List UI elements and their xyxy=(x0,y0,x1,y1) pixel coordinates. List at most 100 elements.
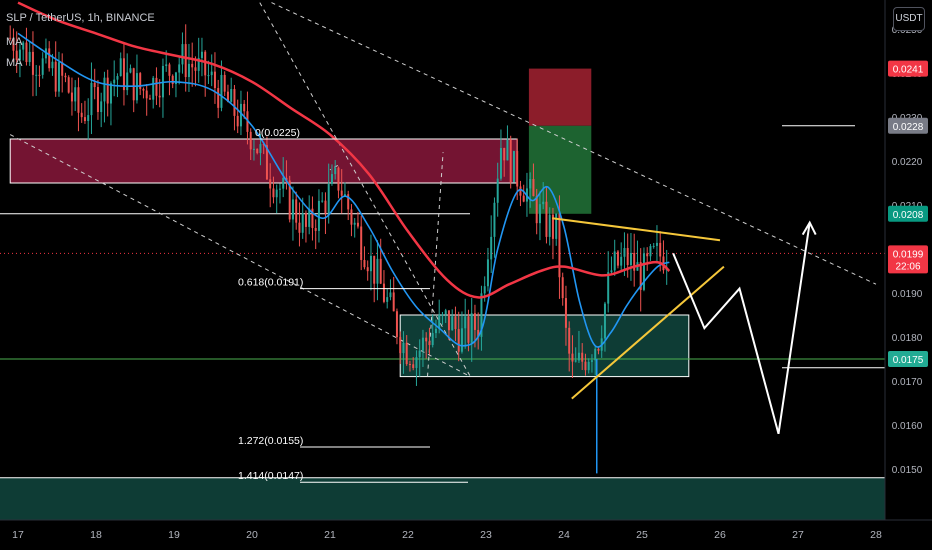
candle-body xyxy=(343,194,346,196)
price-tick-label: 0.0190 xyxy=(892,289,923,300)
price-tag-label: 0.0241 xyxy=(893,65,924,76)
candle-body xyxy=(57,62,60,92)
ma-indicator-label-2[interactable]: MA xyxy=(6,57,23,69)
candle-body xyxy=(603,303,606,339)
candle-body xyxy=(191,63,194,68)
candle-body xyxy=(490,236,493,260)
candle-body xyxy=(441,314,444,316)
candle-body xyxy=(633,252,636,271)
demand-zone xyxy=(399,314,690,378)
price-tag xyxy=(888,245,928,274)
candle-body xyxy=(626,248,629,266)
candle-body xyxy=(324,200,327,214)
triangle-lower-line xyxy=(571,265,725,400)
fib-trend-line-2 xyxy=(329,164,339,171)
time-tick-label: 21 xyxy=(324,529,336,541)
candle-body xyxy=(217,88,220,108)
candle-body xyxy=(210,71,213,76)
candle-body xyxy=(376,258,379,284)
candle-body xyxy=(532,178,535,197)
candle-body xyxy=(369,255,372,272)
currency-button[interactable]: USDT xyxy=(893,7,925,31)
candle-body xyxy=(116,76,119,80)
candle-body xyxy=(561,277,564,299)
candle-body xyxy=(200,51,203,58)
candle-body xyxy=(616,251,619,266)
candle-body xyxy=(272,188,275,198)
fib-label: 0.618(0.0191) xyxy=(238,277,303,289)
candle-body xyxy=(551,214,554,239)
candle-body xyxy=(597,348,600,351)
candle-body xyxy=(558,213,561,278)
candle-body xyxy=(25,42,28,63)
candle-body xyxy=(457,329,460,352)
candle-body xyxy=(366,267,369,272)
moving-average-1 xyxy=(17,32,670,348)
price-tag xyxy=(888,205,928,222)
candle-body xyxy=(529,178,532,189)
fib-trend-line-3 xyxy=(427,152,444,377)
candle-body xyxy=(454,316,457,330)
candle-body xyxy=(285,177,288,181)
candle-body xyxy=(629,252,632,266)
candle-body xyxy=(314,228,317,231)
price-axis[interactable]: 0.01500.01600.01700.01800.01900.02000.02… xyxy=(884,0,932,550)
price-tick-label: 0.0180 xyxy=(892,333,923,344)
candle-body xyxy=(353,222,356,225)
candle-body xyxy=(327,183,330,214)
candle-body xyxy=(243,103,246,112)
candle-body xyxy=(119,58,122,77)
candle-body xyxy=(642,253,645,290)
candle-body xyxy=(447,310,450,331)
candle-body xyxy=(74,87,77,102)
candle-body xyxy=(197,57,200,71)
candle-body xyxy=(262,144,265,146)
candle-body xyxy=(83,117,86,122)
candle-body xyxy=(122,58,125,91)
ma-indicator-label-1[interactable]: MA xyxy=(6,36,23,48)
candle-body xyxy=(655,242,658,246)
position-stop-zone xyxy=(528,68,592,126)
candle-body xyxy=(460,328,463,352)
candle-body xyxy=(337,167,340,191)
candle-body xyxy=(451,316,454,331)
candle-body xyxy=(31,51,34,75)
price-tag xyxy=(888,60,928,77)
candle-body xyxy=(174,72,177,85)
candle-body xyxy=(18,49,21,60)
candle-body xyxy=(571,353,574,362)
candle-body xyxy=(434,328,437,334)
candle-body xyxy=(126,72,129,91)
candle-body xyxy=(431,333,434,346)
candle-body xyxy=(15,50,18,60)
symbol-title: SLP / TetherUS, 1h, BINANCE xyxy=(6,12,155,24)
candle-body xyxy=(106,77,109,104)
candle-body xyxy=(207,75,210,77)
candle-body xyxy=(165,64,168,66)
candle-body xyxy=(438,314,441,329)
candle-body xyxy=(236,115,239,127)
price-tick-label: 0.0170 xyxy=(892,377,923,388)
candle-body xyxy=(613,251,616,271)
candle-body xyxy=(330,174,333,184)
candle-body xyxy=(548,214,551,237)
candle-body xyxy=(477,329,480,337)
candle-body xyxy=(389,292,392,298)
candle-body xyxy=(464,316,467,329)
candle-body xyxy=(35,74,38,76)
time-axis[interactable]: 17 18 19 20 21 22 23 24 25 26 27 28 xyxy=(0,519,932,550)
price-axis-background xyxy=(885,0,932,550)
candle-body xyxy=(132,68,135,101)
candle-body xyxy=(503,147,506,161)
candle-body xyxy=(545,201,548,237)
candle-body xyxy=(311,208,314,229)
drawings-layer xyxy=(552,217,817,435)
candle-body xyxy=(499,147,502,179)
candle-body xyxy=(564,298,567,328)
triangle-upper-line xyxy=(552,217,721,242)
candle-body xyxy=(587,361,590,371)
candle-body xyxy=(226,91,229,102)
fib-label: 1.414(0.0147) xyxy=(238,470,303,482)
